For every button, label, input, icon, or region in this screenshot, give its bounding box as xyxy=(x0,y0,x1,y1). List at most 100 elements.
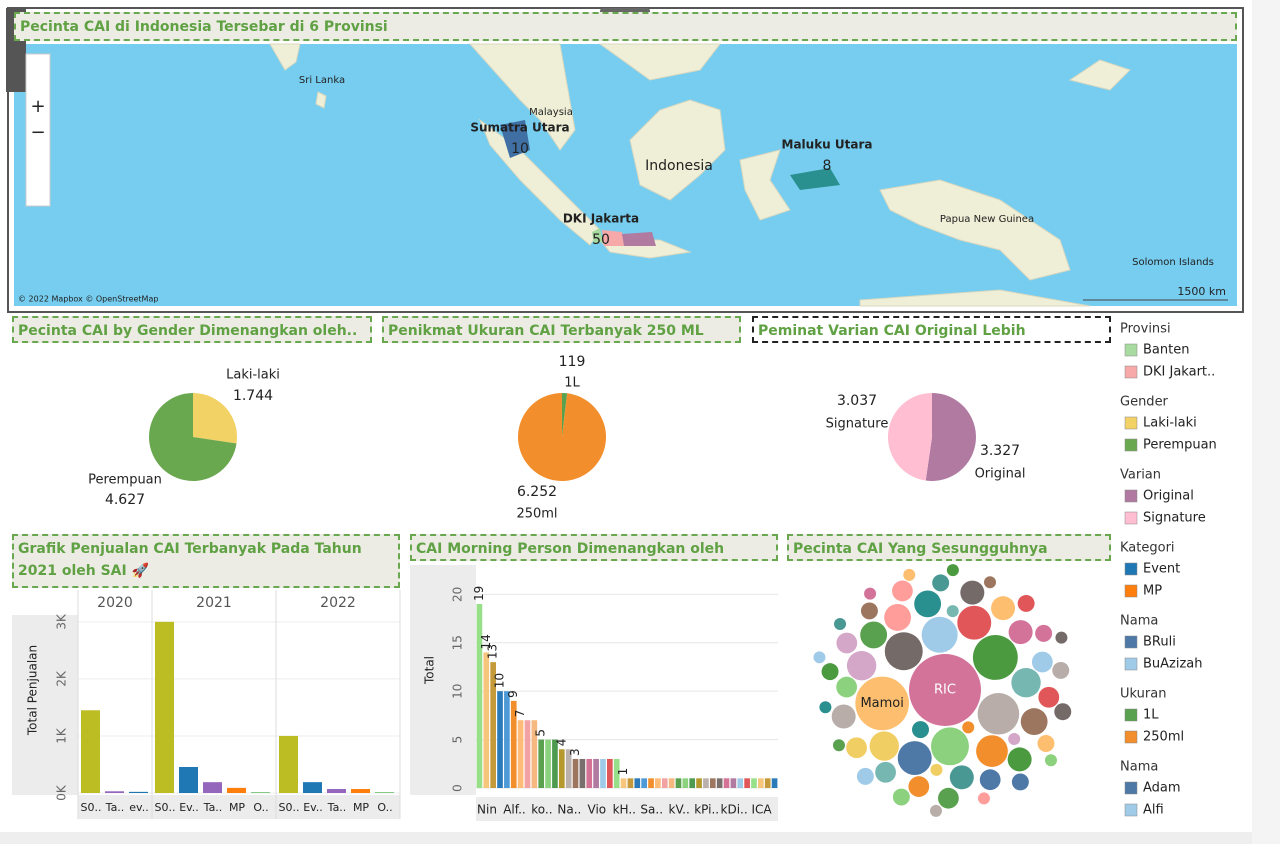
pie-slice xyxy=(562,393,568,437)
bar xyxy=(771,778,778,788)
scroll-area xyxy=(1252,0,1280,844)
bubble xyxy=(1054,703,1072,721)
data-label: 3 xyxy=(568,748,582,756)
bubble xyxy=(932,574,950,592)
panel-header: 2021 xyxy=(196,595,232,611)
bar xyxy=(661,778,668,788)
bar xyxy=(730,778,737,788)
bubble xyxy=(1031,651,1053,673)
bubble xyxy=(1044,754,1057,767)
x-tick-label: O.. xyxy=(377,801,392,814)
map-place-label: Solomon Islands xyxy=(1132,257,1214,268)
y-tick-label: 10 xyxy=(451,684,465,699)
chart-title: CAI Morning Person Dimenangkan oleh Nand… xyxy=(410,534,778,561)
bar xyxy=(105,791,124,793)
bubble xyxy=(836,676,858,698)
legend-label: 1L xyxy=(1143,708,1159,723)
bubble xyxy=(949,765,974,790)
bubble xyxy=(1008,732,1021,745)
province-value: 8 xyxy=(823,158,832,174)
bubble xyxy=(821,663,839,681)
data-label: 19 xyxy=(472,586,486,601)
x-tick-label: kDi.. xyxy=(721,803,748,817)
pie-slice xyxy=(193,393,238,444)
chart-title: Pecinta CAI by Gender Dimenangkan oleh.. xyxy=(12,316,372,343)
legend-label: Adam xyxy=(1143,781,1181,796)
bar xyxy=(490,662,496,788)
bar xyxy=(227,787,246,793)
bar xyxy=(744,778,750,788)
map-place-label: Sri Lanka xyxy=(299,75,345,86)
bubble xyxy=(834,618,847,631)
bubble xyxy=(1052,661,1070,679)
bar xyxy=(497,691,503,788)
bubble xyxy=(909,654,981,726)
bar xyxy=(279,735,298,793)
legend-swatch xyxy=(1124,343,1138,357)
pie-slice xyxy=(925,393,976,481)
bar xyxy=(641,778,647,788)
bar xyxy=(648,778,654,788)
map-zoom-controls[interactable] xyxy=(25,53,51,207)
bubble xyxy=(921,616,958,653)
bubble xyxy=(832,739,845,752)
y-axis-label: Total xyxy=(423,656,437,685)
zoom-in[interactable]: + xyxy=(30,96,45,117)
x-tick-label: Alf.. xyxy=(503,803,526,817)
bubble xyxy=(860,621,888,649)
map-land xyxy=(269,43,1131,307)
legend-swatch xyxy=(1124,708,1138,722)
x-tick-label: Ev.. xyxy=(179,801,199,814)
bar xyxy=(689,778,696,788)
bubble xyxy=(914,590,942,618)
legend-swatch xyxy=(1124,511,1138,525)
bubble xyxy=(979,769,1001,791)
slice-value: 3.037 xyxy=(837,393,877,409)
province-label: Sumatra Utara xyxy=(470,121,569,135)
x-tick-label: Ta.. xyxy=(327,801,347,814)
x-tick-label: kPi.. xyxy=(694,803,719,817)
bubble xyxy=(930,727,969,766)
y-tick-label: 2K xyxy=(55,670,69,687)
data-label: 14 xyxy=(479,634,493,649)
bubble xyxy=(912,721,929,739)
bar xyxy=(600,758,606,788)
bubble xyxy=(929,804,942,817)
legend-swatch xyxy=(1124,562,1138,576)
bar xyxy=(675,778,682,788)
bar xyxy=(579,758,586,788)
legend-label: 250ml xyxy=(1143,730,1184,745)
data-label: 7 xyxy=(513,710,527,718)
bar xyxy=(613,758,620,788)
y-axis-label: Total Penjualan xyxy=(26,645,40,736)
legend-label: BuAzizah xyxy=(1143,657,1203,672)
bar xyxy=(510,700,517,788)
slice-label: 1L xyxy=(564,376,580,391)
legend-swatch xyxy=(1124,489,1138,503)
province-value: 10 xyxy=(511,141,529,157)
bubble xyxy=(1007,747,1032,772)
zoom-out[interactable]: − xyxy=(30,122,45,143)
bubble xyxy=(972,635,1018,680)
x-tick-label: S0.. xyxy=(279,801,300,814)
legend-label: MP xyxy=(1143,584,1162,599)
y-axis-band xyxy=(12,615,78,795)
bar xyxy=(303,782,322,793)
bubble xyxy=(846,737,867,759)
x-tick-label: Nin xyxy=(477,803,497,817)
data-label: 5 xyxy=(534,729,548,737)
legend-label: Alfi xyxy=(1143,803,1164,818)
bar xyxy=(627,778,634,788)
legend-swatch xyxy=(1124,781,1138,795)
x-axis-band xyxy=(78,795,400,819)
legend-swatch xyxy=(1124,438,1138,452)
legend-title: Nama xyxy=(1120,760,1158,775)
x-tick-label: MP xyxy=(229,801,245,814)
panel-header: 2020 xyxy=(97,595,133,611)
bar xyxy=(179,766,198,793)
bubble xyxy=(813,651,826,664)
province-jabar xyxy=(622,232,656,246)
data-label: 13 xyxy=(486,644,500,659)
y-tick-label: 0 xyxy=(451,784,465,792)
bar xyxy=(586,758,593,788)
